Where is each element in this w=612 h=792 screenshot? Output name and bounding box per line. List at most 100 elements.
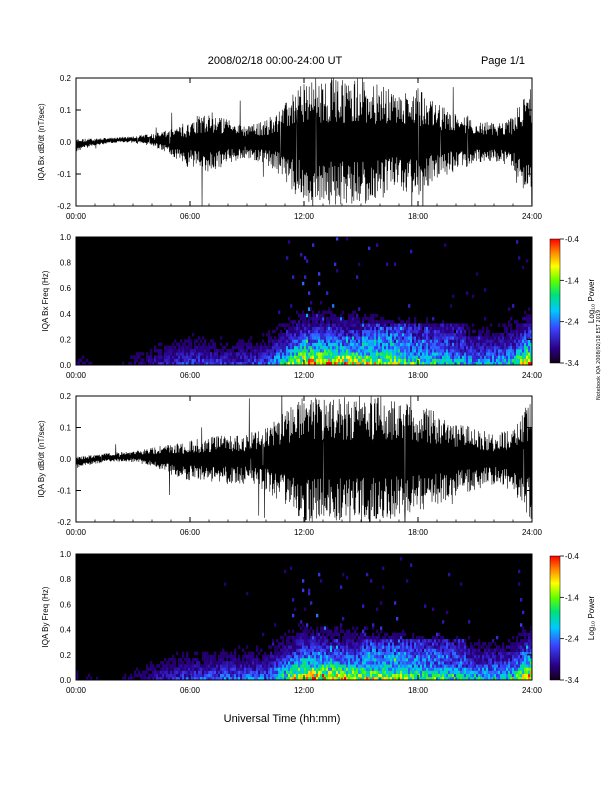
- spectrogram-cell: [178, 345, 181, 350]
- spectrogram-cell: [294, 645, 297, 649]
- spectrogram-cell: [236, 661, 239, 665]
- spectrogram-cell: [506, 676, 509, 680]
- spectrogram-cell: [406, 336, 409, 340]
- spectrogram-cell: [446, 673, 449, 678]
- spectrogram-cell: [272, 664, 275, 668]
- spectrogram-cell: [246, 667, 249, 671]
- spectrogram-cell: [258, 657, 261, 662]
- spectrogram-cell: [426, 339, 429, 343]
- spectrogram-cell: [502, 661, 505, 665]
- spectrogram-cell: [510, 645, 513, 649]
- spectrogram-cell: [446, 361, 449, 365]
- spectrogram-cell: [244, 654, 247, 659]
- spectrogram-cell: [338, 342, 341, 347]
- spectrogram-cell: [464, 661, 467, 665]
- spectrogram-cell: [512, 642, 515, 646]
- spectrogram-cell: [150, 667, 153, 671]
- spectrogram-cell: [482, 642, 485, 646]
- spectrogram-cell: [490, 670, 493, 674]
- spectrogram-cell: [380, 323, 383, 327]
- spectrogram-cell: [372, 667, 375, 671]
- spectrogram-cell: [454, 339, 457, 343]
- spectrogram-cell: [376, 673, 379, 678]
- spectrogram-cell: [436, 667, 439, 671]
- y-tick-label: 0.6: [60, 284, 72, 293]
- spectrogram-cell: [316, 355, 319, 359]
- spectrogram-cell: [296, 654, 299, 659]
- spectrogram-cell: [370, 352, 373, 356]
- spectrogram-cell: [370, 579, 373, 583]
- spectrogram-cell: [338, 317, 341, 321]
- spectrogram-cell: [256, 661, 259, 665]
- spectrogram-cell: [414, 317, 417, 321]
- spectrogram-cell: [336, 326, 339, 331]
- spectrogram-cell: [90, 361, 93, 365]
- spectrogram-cell: [270, 339, 273, 343]
- spectrogram-cell: [214, 358, 217, 363]
- spectrogram-cell: [216, 670, 219, 674]
- spectrogram-cell: [494, 349, 497, 353]
- spectrogram-cell: [282, 670, 285, 674]
- spectrogram-cell: [288, 355, 291, 359]
- spectrogram-cell: [282, 352, 285, 356]
- spectrogram-cell: [368, 642, 371, 646]
- spectrogram-cell: [222, 345, 225, 350]
- spectrogram-cell: [460, 673, 463, 678]
- spectrogram-cell: [314, 673, 317, 678]
- spectrogram-cell: [308, 320, 311, 324]
- spectrogram-cell: [188, 355, 191, 359]
- spectrogram-cell: [408, 648, 411, 652]
- spectrogram-cell: [298, 673, 301, 678]
- spectrogram-cell: [520, 661, 523, 665]
- spectrogram-cell: [226, 667, 229, 671]
- spectrogram-cell: [162, 670, 165, 674]
- spectrogram-cell: [236, 657, 239, 662]
- spectrogram-cell: [402, 648, 405, 652]
- spectrogram-cell: [426, 317, 429, 321]
- spectrogram-cell: [408, 670, 411, 674]
- spectrogram-cell: [318, 352, 321, 356]
- spectrogram-cell: [448, 670, 451, 674]
- spectrogram-cell: [428, 667, 431, 671]
- spectrogram-cell: [262, 664, 265, 668]
- spectrogram-cell: [244, 670, 247, 674]
- spectrogram-cell: [382, 333, 385, 337]
- spectrogram-cell: [398, 323, 401, 327]
- spectrogram-cell: [456, 676, 459, 680]
- spectrogram-cell: [316, 333, 319, 337]
- spectrogram-cell: [322, 317, 325, 321]
- spectrogram-cell: [288, 336, 291, 340]
- spectrogram-cell: [436, 336, 439, 340]
- spectrogram-cell: [458, 657, 461, 662]
- spectrogram-cell: [276, 664, 279, 668]
- spectrogram-cell: [174, 361, 177, 365]
- spectrogram-cell: [196, 670, 199, 674]
- spectrogram-cell: [404, 661, 407, 665]
- panel-bx-dbdt: 00:00 06:00 12:00 18:00 24:00-0.2-0.10.00.10…: [37, 74, 543, 221]
- spectrogram-cell: [492, 648, 495, 652]
- spectrogram-cell: [372, 664, 375, 668]
- spectrogram-cell: [304, 349, 307, 353]
- spectrogram-cell: [522, 339, 525, 343]
- spectrogram-cell: [476, 272, 479, 276]
- spectrogram-cell: [462, 349, 465, 353]
- spectrogram-cell: [472, 657, 475, 662]
- spectrogram-cell: [388, 320, 391, 324]
- spectrogram-cell: [308, 339, 311, 343]
- spectrogram-cell: [504, 326, 507, 331]
- spectrogram-cell: [510, 329, 513, 334]
- spectrogram-cell: [214, 361, 217, 365]
- spectrogram-cell: [454, 352, 457, 356]
- spectrogram-cell: [350, 333, 353, 337]
- spectrogram-cell: [330, 352, 333, 356]
- spectrogram-cell: [480, 651, 483, 656]
- spectrogram-cell: [378, 326, 381, 331]
- spectrogram-cell: [520, 639, 523, 643]
- spectrogram-cell: [494, 352, 497, 356]
- spectrogram-cell: [456, 661, 459, 665]
- spectrogram-cell: [474, 648, 477, 652]
- spectrogram-cell: [388, 336, 391, 340]
- spectrogram-cell: [452, 648, 455, 652]
- spectrogram-cell: [338, 661, 341, 665]
- spectrogram-cell: [368, 333, 371, 337]
